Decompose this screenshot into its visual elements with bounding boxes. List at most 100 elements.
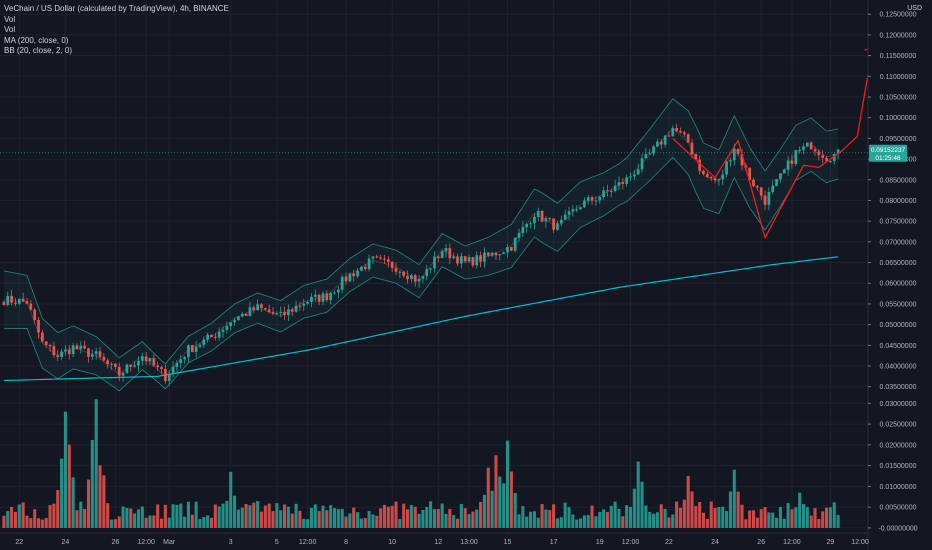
volume-bar bbox=[382, 504, 387, 528]
candle-body bbox=[110, 363, 113, 365]
candle-body bbox=[217, 331, 221, 338]
candle-body bbox=[513, 237, 517, 251]
candle-body bbox=[552, 218, 555, 230]
candle-body bbox=[213, 336, 217, 338]
candle-countdown: 01:25:46 bbox=[875, 155, 901, 162]
volume-bar bbox=[482, 494, 486, 528]
volume-bar bbox=[602, 509, 606, 528]
volume-bar bbox=[444, 513, 448, 528]
volume-bar bbox=[455, 518, 460, 528]
candle-body bbox=[210, 334, 213, 337]
volume-bar bbox=[271, 511, 275, 528]
volume-bar bbox=[763, 507, 767, 528]
volume-bar bbox=[332, 508, 337, 528]
candle-body bbox=[60, 351, 63, 357]
volume-bar bbox=[244, 503, 248, 528]
volume-bar bbox=[463, 508, 467, 528]
volume-bar bbox=[344, 516, 348, 528]
candle-body bbox=[298, 305, 302, 307]
volume-bar bbox=[771, 512, 775, 528]
price-axis-panel bbox=[868, 0, 932, 550]
candle-body bbox=[340, 276, 344, 290]
volume-bar bbox=[398, 518, 402, 528]
volume-bar bbox=[717, 506, 721, 528]
candle-body bbox=[394, 267, 398, 272]
price-axis-label: 0.11500000 bbox=[880, 53, 917, 60]
candle-body bbox=[540, 210, 544, 222]
candle-body bbox=[586, 197, 590, 201]
candle-body bbox=[817, 151, 821, 156]
candle-body bbox=[821, 155, 825, 158]
candle-body bbox=[67, 349, 71, 355]
volume-axis-label: -0.00000000 bbox=[878, 525, 917, 532]
volume-bar bbox=[25, 515, 29, 528]
currency-label[interactable]: USD bbox=[907, 5, 922, 12]
volume-bar bbox=[694, 506, 698, 528]
candle-body bbox=[190, 345, 194, 353]
candle-body bbox=[206, 334, 210, 340]
volume-bar bbox=[21, 502, 25, 528]
volume-bar bbox=[801, 503, 806, 528]
candle-body bbox=[367, 258, 371, 270]
volume-bar bbox=[617, 509, 621, 528]
volume-bar bbox=[605, 511, 609, 528]
volume-bar bbox=[98, 465, 102, 528]
candle-body bbox=[129, 364, 133, 367]
volume-axis-label: 0.01000000 bbox=[880, 484, 917, 491]
volume-bar bbox=[10, 507, 14, 528]
candle-body bbox=[583, 200, 586, 208]
bb-lower-band bbox=[3, 156, 839, 392]
candle-body bbox=[536, 210, 540, 217]
volume-bar bbox=[429, 501, 433, 528]
candle-body bbox=[6, 295, 10, 305]
candle-body bbox=[444, 248, 448, 252]
candle-body bbox=[567, 211, 571, 215]
volume-bar bbox=[621, 516, 625, 528]
volume-bar bbox=[686, 476, 690, 528]
candle-body bbox=[648, 153, 652, 155]
volume-bar bbox=[525, 516, 529, 528]
price-axis-label: 0.05000000 bbox=[880, 322, 917, 329]
volume-bar bbox=[467, 514, 471, 528]
drawn-trend-path[interactable] bbox=[672, 47, 874, 239]
candle-body bbox=[559, 219, 563, 224]
candle-body bbox=[494, 252, 498, 256]
volume-bar bbox=[690, 491, 694, 528]
volume-bar bbox=[479, 501, 483, 528]
last-price-badge[interactable] bbox=[869, 144, 907, 162]
volume-bar bbox=[325, 510, 329, 528]
candle-body bbox=[10, 295, 13, 303]
candle-body bbox=[421, 276, 425, 279]
candle-body bbox=[29, 303, 33, 310]
legend-bb[interactable]: BB (20, close, 2, 0) bbox=[4, 46, 73, 55]
candle-body bbox=[237, 316, 240, 321]
volume-bar bbox=[267, 503, 271, 528]
candle-body bbox=[729, 160, 732, 162]
volume-bar bbox=[159, 518, 164, 528]
legend-symbol[interactable]: VeChain / US Dollar (calculated by Tradi… bbox=[4, 4, 229, 13]
candle-body bbox=[14, 302, 17, 304]
candle-body bbox=[386, 259, 390, 262]
candle-body bbox=[187, 345, 190, 358]
candle-body bbox=[836, 149, 840, 154]
candle-body bbox=[256, 304, 259, 311]
volume-bar bbox=[409, 505, 413, 528]
legend-volume[interactable]: Vol bbox=[4, 14, 16, 24]
candle-body bbox=[544, 218, 548, 222]
candle-body bbox=[463, 256, 467, 262]
volume-bar bbox=[790, 509, 794, 528]
legend-ma[interactable]: MA (200, close, 0) bbox=[4, 35, 69, 45]
volume-bar bbox=[2, 515, 6, 528]
volume-bar bbox=[421, 509, 425, 528]
time-axis-label: 26 bbox=[112, 539, 120, 546]
volume-bar bbox=[544, 509, 548, 528]
legend-volume-2[interactable]: Vol bbox=[4, 25, 16, 34]
candle-body bbox=[267, 309, 271, 313]
volume-bar bbox=[121, 506, 125, 528]
volume-bar bbox=[363, 517, 367, 528]
price-axis-label: 0.07000000 bbox=[880, 239, 917, 246]
volume-bar bbox=[659, 504, 663, 528]
volume-bar bbox=[275, 503, 279, 528]
candle-body bbox=[21, 298, 25, 302]
